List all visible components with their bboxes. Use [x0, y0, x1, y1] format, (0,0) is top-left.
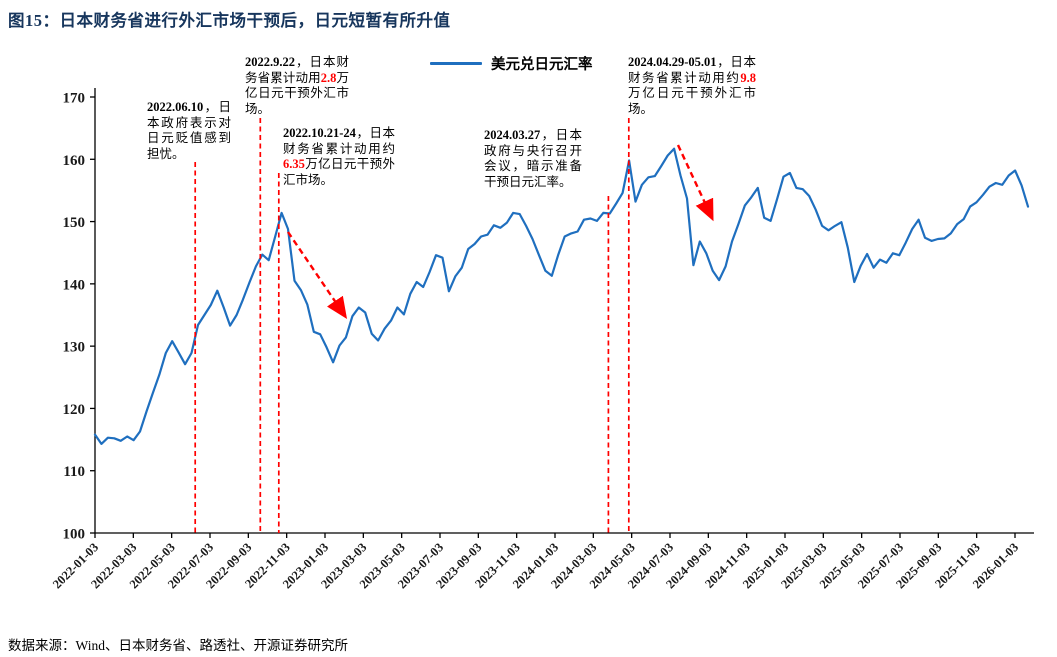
annotation-2024-04-29: 2024.04.29-05.01，日本财务省累计动用约9.8万亿日元干预外汇市场…: [628, 55, 756, 117]
annotation-segment: 万亿日元干预外汇市场。: [245, 70, 349, 116]
usdjpy-series-line: [93, 147, 1030, 445]
annotation-segment: ，日本政府与央行召开会议，暗示准备干预日元汇率。: [484, 128, 582, 189]
legend-line-swatch: [430, 61, 482, 66]
annotation-segment: 2024.03.27: [484, 128, 541, 142]
data-source: 数据来源：Wind、日本财务省、路透社、开源证券研究所: [8, 638, 348, 653]
y-tick-label: 130: [63, 340, 86, 356]
annotation-segment: 9.8: [740, 70, 756, 85]
annotation-segment: ，日本财务省累计动用: [245, 55, 349, 85]
price-line-group: [93, 147, 1030, 445]
y-tick-label: 170: [63, 91, 86, 107]
y-tick-label: 120: [63, 402, 86, 418]
annotation-2024-03-27: 2024.03.27，日本政府与央行召开会议，暗示准备干预日元汇率。: [484, 128, 582, 190]
annotation-segment: 万亿日元干预外汇市场。: [283, 157, 395, 187]
annotation-segment: 2024.04.29-05.01: [628, 55, 717, 69]
annotation-segment: ，日本财务省累计动用约: [283, 126, 395, 156]
appreciation-arrow-2024: [676, 144, 714, 222]
annotation-2022-10-21: 2022.10.21-24，日本财务省累计动用约6.35万亿日元干预外汇市场。: [283, 126, 395, 188]
depreciation-arrow-2022: [287, 231, 348, 319]
intervention-event-lines: [194, 118, 630, 533]
y-tick-label: 150: [63, 215, 86, 231]
legend: 美元兑日元汇率: [430, 53, 593, 74]
annotation-2022-06-10: 2022.06.10，日本政府表示对日元贬值感到担忧。: [147, 100, 231, 162]
y-tick-label: 160: [63, 153, 86, 169]
annotation-segment: 2022.06.10: [147, 100, 204, 114]
annotation-segment: 2022.9.22: [245, 55, 295, 69]
annotation-segment: ，日本财务省累计动用约: [628, 55, 756, 85]
annotation-segment: ，日本政府表示对日元贬值感到担忧。: [147, 100, 231, 161]
y-tick-label: 110: [63, 464, 85, 480]
annotation-2022-09-22: 2022.9.22，日本财务省累计动用2.8万亿日元干预外汇市场。: [245, 55, 349, 117]
annotation-segment: 2.8: [320, 70, 337, 85]
annotation-segment: 6.35: [283, 157, 305, 171]
figure-title: 图15：日本财务省进行外汇市场干预后，日元短暂有所升值: [8, 11, 451, 30]
legend-label: 美元兑日元汇率: [491, 57, 593, 73]
annotation-segment: 万亿日元干预外汇市场。: [628, 86, 756, 116]
y-tick-label: 100: [63, 527, 86, 543]
y-tick-label: 140: [63, 277, 86, 293]
annotation-segment: 2022.10.21-24: [283, 126, 356, 140]
